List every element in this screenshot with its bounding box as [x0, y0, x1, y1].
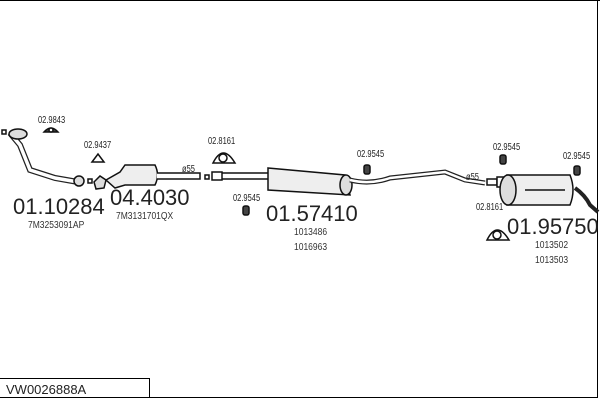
connector	[87, 178, 93, 184]
part-number: 01.57410	[266, 201, 358, 226]
front-pipe-end	[73, 175, 85, 187]
part-ref: 1013486	[294, 227, 328, 238]
tail-pipe	[573, 186, 600, 214]
centre-pipe-clamp	[211, 171, 223, 181]
diagram-code: VW0026888A	[0, 378, 150, 398]
diameter-label: ø55	[182, 164, 195, 175]
diameter-label: ø55	[466, 172, 479, 183]
centre-silencer-end	[339, 174, 353, 196]
hanger-icons	[42, 127, 581, 241]
fitting-label: 02.9545	[233, 193, 261, 204]
mid-pipe-clamp	[486, 178, 498, 186]
fitting-label: 02.9843	[38, 115, 66, 126]
frame-top	[0, 0, 600, 1]
rubber-hanger-icon	[499, 154, 507, 165]
fitting-label: 02.9545	[357, 149, 385, 160]
part-number: 01.95750	[507, 214, 599, 239]
mount-icon-hole	[492, 230, 502, 240]
mount-icon-hole	[218, 153, 228, 163]
fitting-label: 02.8161	[208, 136, 236, 147]
fitting-label: 02.9437	[84, 140, 112, 151]
rubber-hanger-icon	[573, 165, 581, 176]
part-number: 04.4030	[110, 185, 190, 210]
rubber-hanger-icon	[242, 205, 250, 216]
rubber-hanger-icon	[363, 164, 371, 175]
front-pipe-inner	[8, 131, 79, 184]
rear-silencer-end	[499, 174, 517, 206]
fitting-label: 02.9545	[563, 151, 591, 162]
connector	[204, 174, 210, 180]
part-ref: 7M3253091AP	[28, 220, 85, 231]
part-ref: 7M3131701QX	[116, 211, 174, 222]
hanger-icon	[90, 152, 106, 163]
part-ref: 1013502	[535, 240, 569, 251]
front-pipe-flange	[8, 128, 28, 140]
mid-pipe-inner	[349, 170, 486, 185]
part-ref: 1016963	[294, 242, 328, 253]
fitting-label: 02.8161	[476, 202, 504, 213]
fitting-label: 02.9545	[493, 142, 521, 153]
catalyst-flange	[93, 175, 107, 190]
connector	[1, 129, 7, 135]
part-number: 01.10284	[13, 194, 105, 219]
hanger-icon-hole	[48, 127, 54, 133]
centre-silencer	[267, 167, 351, 196]
catalyst-pipe	[157, 172, 201, 180]
part-ref: 1013503	[535, 255, 569, 266]
